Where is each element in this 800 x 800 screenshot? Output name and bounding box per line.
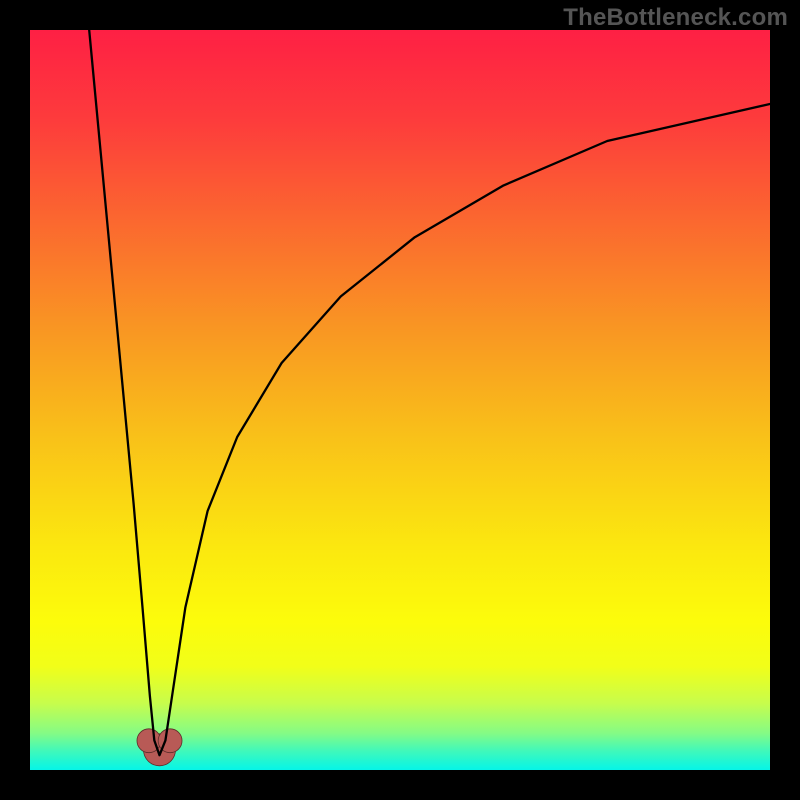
figure-root: TheBottleneck.com xyxy=(0,0,800,800)
watermark-text: TheBottleneck.com xyxy=(563,4,788,32)
plot-area xyxy=(30,30,770,770)
gradient-background xyxy=(30,30,770,770)
chart-svg xyxy=(30,30,770,770)
